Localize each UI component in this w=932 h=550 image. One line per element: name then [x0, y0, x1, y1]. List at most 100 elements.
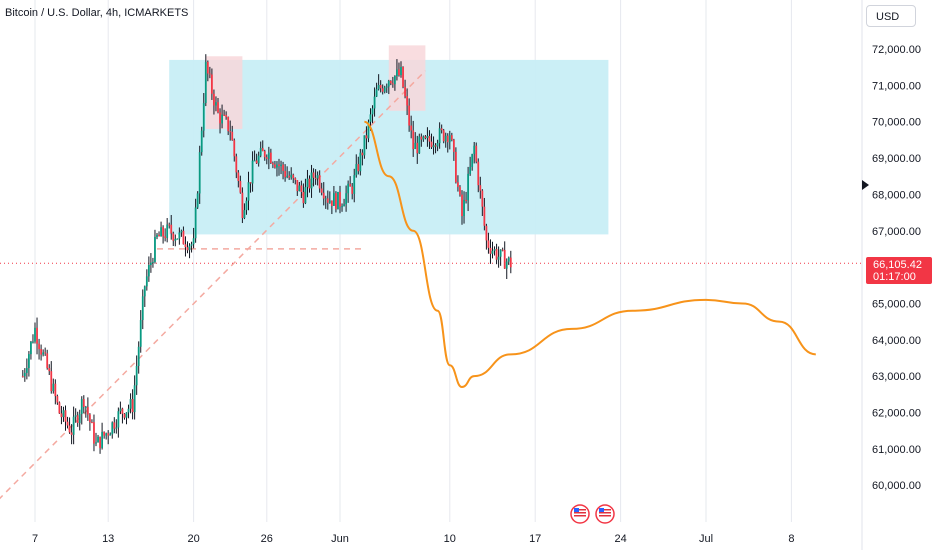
candle-body [422, 136, 425, 140]
candle-body [186, 247, 189, 251]
candle-body [117, 411, 120, 428]
candle-body [267, 152, 270, 159]
y-tick-label: 62,000.00 [872, 408, 921, 420]
candle-body [509, 257, 512, 268]
y-tick-label: 69,000.00 [872, 153, 921, 165]
projection-layer [363, 120, 816, 389]
candle-body [410, 125, 413, 131]
candle-body [168, 224, 171, 226]
us-flag-event-icon[interactable] [570, 504, 590, 524]
candle-body [412, 130, 415, 150]
candle-body [463, 199, 465, 217]
candle-body [68, 425, 71, 433]
candle-body [349, 183, 352, 187]
candle-body [239, 181, 242, 193]
candle-body [503, 249, 506, 269]
candle-body [452, 139, 455, 152]
candle-body [60, 413, 63, 418]
candle-body [455, 151, 457, 183]
candle-body [198, 152, 201, 194]
candle-body [178, 232, 181, 239]
candle-body [72, 416, 75, 435]
candle-body [298, 185, 301, 192]
candle-body [141, 296, 144, 321]
event-markers[interactable] [570, 504, 615, 524]
candle-body [473, 145, 476, 155]
candle-body [501, 249, 504, 251]
candle-body [76, 415, 79, 423]
candle-body [389, 80, 392, 84]
candle-body [180, 230, 183, 233]
candle-body [160, 227, 162, 237]
candle-body [152, 261, 154, 263]
candle-body [477, 161, 480, 186]
candle-body [269, 152, 272, 164]
candle-body [48, 368, 51, 372]
candle-body [225, 115, 228, 118]
candle-body [176, 238, 179, 240]
y-tick-label: 64,000.00 [872, 335, 921, 347]
candle-body [221, 114, 223, 124]
candle-body [304, 187, 307, 204]
candle-body [245, 200, 248, 211]
candle-body [125, 412, 128, 418]
y-tick-label: 70,000.00 [872, 117, 921, 129]
candle-body [91, 422, 93, 424]
arrow-right-icon[interactable] [862, 180, 869, 190]
candle-body [444, 135, 447, 142]
candle-body [123, 413, 126, 418]
candle-body [208, 73, 211, 75]
candle-body [418, 136, 421, 154]
candle-body [359, 152, 362, 172]
candle-body [70, 432, 73, 435]
candle-body [396, 69, 398, 77]
candle-body [119, 408, 122, 412]
candle-body [381, 88, 384, 92]
candle-body [479, 185, 482, 191]
candle-body [21, 376, 24, 378]
candle-body [318, 175, 321, 189]
candle-body [491, 250, 494, 254]
candle-body [379, 84, 382, 89]
candle-body [249, 182, 252, 184]
candle-body [448, 135, 451, 143]
candle-body [355, 164, 358, 176]
candle-body [288, 175, 291, 178]
candle-body [190, 244, 193, 246]
candle-body [211, 74, 213, 94]
candle-body [363, 135, 366, 156]
candle-body [204, 61, 207, 104]
candle-body [424, 136, 427, 139]
drawing-zones [169, 45, 609, 235]
candle-body [215, 102, 217, 106]
candle-body [461, 194, 463, 217]
candle-body [312, 172, 315, 178]
x-tick-label: 10 [444, 533, 456, 545]
candle-body [46, 353, 49, 369]
candle-body [213, 93, 215, 106]
candle-body [156, 234, 158, 237]
candle-body [121, 408, 124, 414]
candle-body [247, 182, 250, 201]
candle-body [217, 102, 219, 113]
candle-body [103, 431, 106, 436]
candle-body [345, 193, 347, 205]
us-flag-event-icon[interactable] [595, 504, 615, 524]
candle-body [89, 414, 91, 423]
candle-body [308, 178, 311, 189]
candle-body [158, 234, 160, 237]
candle-body [361, 152, 364, 156]
x-tick-label: Jun [331, 533, 349, 545]
candle-body [162, 227, 164, 237]
candle-body [32, 341, 34, 343]
candle-body [188, 245, 191, 251]
candle-body [375, 89, 378, 97]
candle-body [276, 164, 278, 168]
currency-button[interactable]: USD [866, 5, 916, 27]
candle-body [353, 175, 356, 194]
candle-body [322, 192, 325, 199]
candle-body [86, 406, 89, 415]
candle-body [255, 160, 258, 164]
candle-body [113, 422, 116, 429]
